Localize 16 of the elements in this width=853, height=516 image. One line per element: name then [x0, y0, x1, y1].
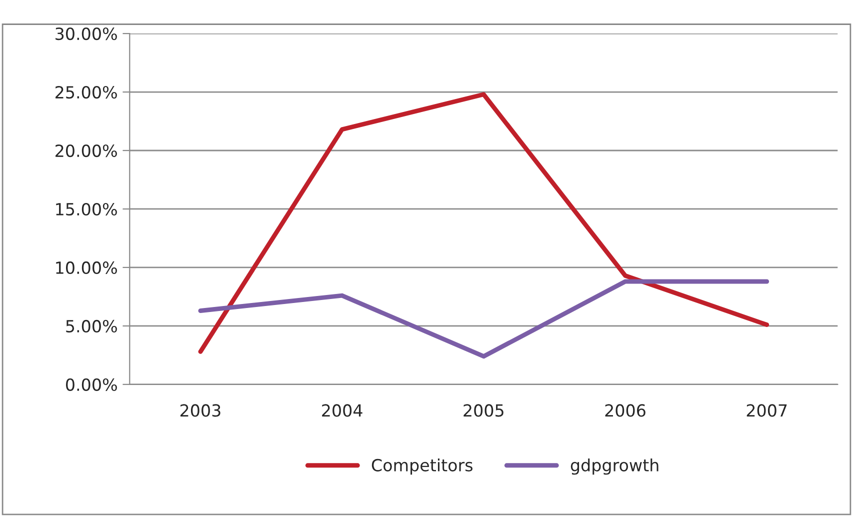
y-tick-label: 25.00%	[56, 86, 117, 99]
x-tick-label: 2004	[322, 404, 362, 417]
y-tick-label: 0.00%	[66, 378, 117, 391]
y-tick-label: 20.00%	[56, 144, 117, 158]
legend-label: Competitors	[372, 458, 472, 475]
line-series	[198, 279, 770, 359]
y-tick-label: 15.00%	[56, 202, 117, 216]
y-tick-label: 30.00%	[56, 28, 117, 40]
x-tick-label: 2007	[746, 404, 787, 417]
x-tick-label: 2006	[605, 404, 646, 417]
legend-label: gdpgrowth	[570, 458, 658, 475]
y-tick-label: 5.00%	[66, 320, 117, 333]
x-tick-label: 2005	[464, 404, 504, 417]
y-tick-label: 10.00%	[56, 261, 117, 274]
x-tick-label: 2003	[180, 404, 220, 417]
line-series	[198, 92, 770, 354]
